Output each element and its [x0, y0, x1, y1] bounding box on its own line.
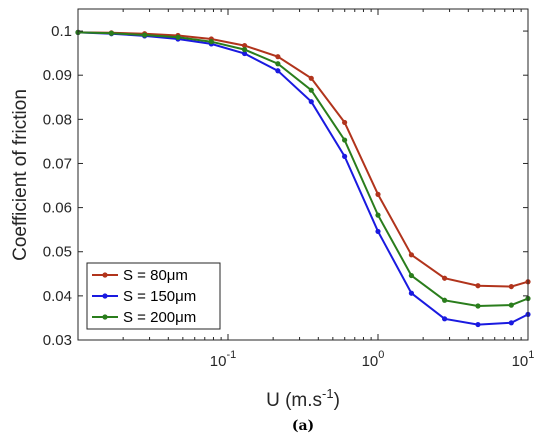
data-point: [275, 54, 281, 60]
plot-frame: [77, 8, 529, 341]
y-tick-label: 0.09: [43, 67, 72, 84]
data-point: [408, 290, 415, 296]
x-tick-label: 101: [512, 349, 535, 370]
data-point: [342, 137, 348, 143]
data-point: [142, 32, 148, 38]
data-point: [342, 119, 348, 126]
legend-swatch-marker: [102, 272, 108, 278]
data-point: [275, 68, 281, 74]
data-point: [375, 228, 381, 235]
data-point: [442, 297, 448, 303]
legend-label: S = 200μm: [123, 309, 196, 326]
y-tick-label: 0.06: [43, 200, 72, 217]
data-point: [408, 252, 415, 258]
y-tick-label: 0.04: [43, 288, 72, 305]
data-point: [475, 303, 481, 309]
data-point: [342, 153, 348, 160]
figure-caption: (a): [292, 418, 314, 434]
data-point: [208, 39, 214, 45]
data-point: [241, 47, 248, 53]
data-point: [275, 61, 281, 67]
data-point: [175, 34, 181, 40]
data-point: [442, 316, 448, 322]
tick-layer: 0.03 0.04 0.05 0.06 0.07 0.08 0.09 0.1 10-1 100 10…: [43, 9, 535, 370]
x-tick-label: 10-1: [210, 349, 236, 370]
data-point: [308, 75, 314, 81]
legend-label: S = 150μm: [123, 288, 196, 305]
data-point: [241, 50, 248, 57]
data-point: [308, 99, 314, 105]
y-tick-label: 0.05: [43, 244, 72, 261]
data-point: [475, 283, 481, 289]
data-point: [442, 275, 448, 281]
data-point: [375, 212, 381, 218]
data-point: [508, 320, 514, 326]
data-point: [241, 43, 248, 49]
data-point: [108, 30, 115, 36]
data-point: [375, 191, 381, 197]
y-tick-label: 0.08: [43, 111, 72, 128]
legend-swatch-marker: [102, 293, 108, 299]
legend-label: S = 80μm: [123, 267, 188, 284]
y-tick-label: 0.03: [43, 332, 72, 349]
data-point: [408, 272, 415, 279]
series-layer: [75, 29, 531, 328]
legend: S = 80μm S = 150μm S = 200μm: [86, 262, 221, 330]
y-tick-label: 0.1: [51, 23, 72, 40]
y-axis-label: Coefficient of friction: [10, 89, 31, 261]
data-point: [508, 283, 514, 290]
x-tick-label: 100: [362, 349, 385, 370]
data-point: [308, 87, 314, 93]
data-point: [475, 321, 481, 328]
data-point: [508, 302, 514, 308]
x-axis-label: U (m.s-1): [266, 386, 340, 411]
legend-swatch-marker: [102, 314, 108, 320]
y-tick-label: 0.07: [43, 155, 72, 172]
